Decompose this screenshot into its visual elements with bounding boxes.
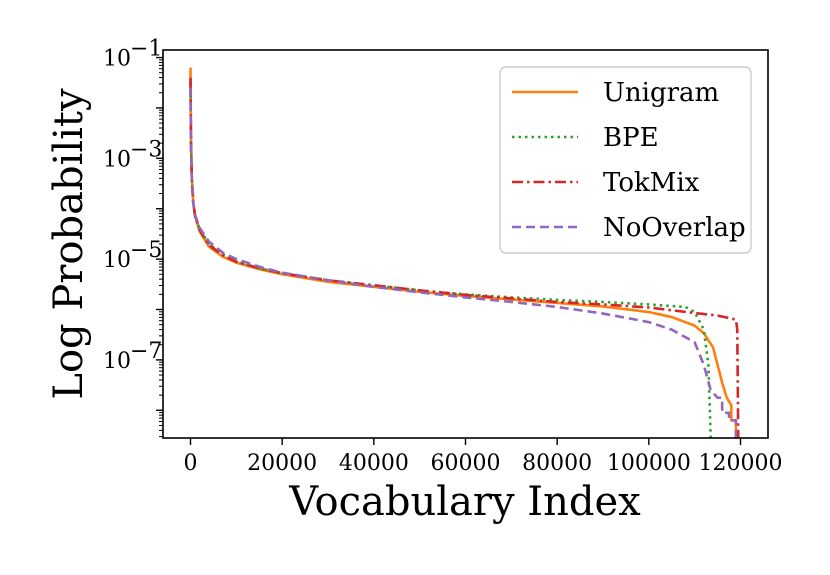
y-tick-label: 10 −1 <box>103 37 162 72</box>
series-layer <box>189 67 740 438</box>
legend-label-unigram: Unigram <box>603 78 719 108</box>
x-tick-label: 120000 <box>699 451 783 476</box>
x-tick-label: 0 <box>184 451 198 476</box>
y-axis: 10−110−310−510−7 <box>103 37 163 438</box>
y-tick-exponent: −7 <box>130 339 162 364</box>
x-axis-label: Vocabulary Index <box>288 479 641 525</box>
legend-box <box>499 66 752 254</box>
x-tick-label: 60000 <box>431 451 501 476</box>
x-axis: 0 20000 40000 60000 80000 100000 120000 <box>184 438 783 476</box>
legend: Unigram BPE TokMix NoOverlap <box>499 66 752 254</box>
legend-label-tokmix: TokMix <box>603 168 700 198</box>
x-tick-label: 20000 <box>247 451 317 476</box>
y-tick-base: 10 <box>103 47 131 72</box>
y-tick-base: 10 <box>103 147 131 172</box>
legend-label-bpe: BPE <box>603 123 659 153</box>
y-tick-exponent: −1 <box>130 37 162 62</box>
x-tick-label: 40000 <box>339 451 409 476</box>
y-tick-exponent: −3 <box>130 137 162 162</box>
y-tick-label: 10 −3 <box>103 137 162 172</box>
y-tick-exponent: −5 <box>130 238 162 263</box>
x-tick-label: 100000 <box>607 451 691 476</box>
y-tick-label: 10 −5 <box>103 238 162 273</box>
y-tick-base: 10 <box>103 349 131 374</box>
y-axis-label: Log Probability <box>46 88 92 400</box>
y-tick-base: 10 <box>103 248 131 273</box>
legend-label-nooverlap: NoOverlap <box>603 213 746 243</box>
x-tick-label: 80000 <box>522 451 592 476</box>
y-tick-label: 10 −7 <box>103 339 162 374</box>
